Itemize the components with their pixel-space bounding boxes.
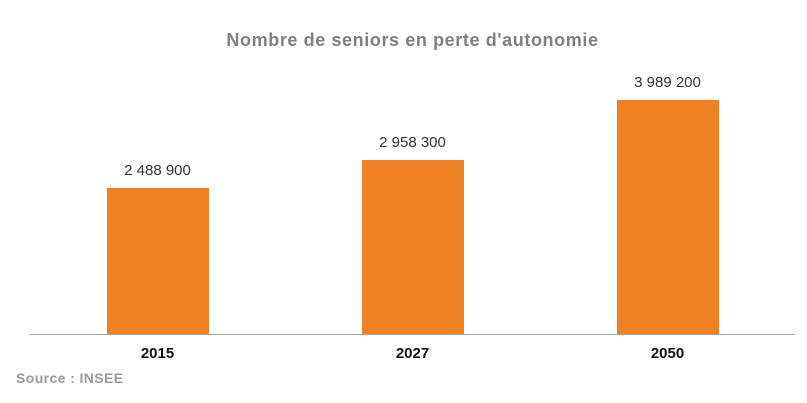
bar-slot-2015: 2 488 900 2015	[30, 60, 285, 362]
bar-2027: 2 958 300	[361, 134, 464, 334]
x-axis-label-2027: 2027	[395, 345, 430, 362]
bar-value-label-2027: 2 958 300	[379, 134, 446, 151]
x-axis-label-2015: 2015	[140, 345, 175, 362]
bar-2015: 2 488 900	[106, 162, 209, 334]
chart-title: Nombre de seniors en perte d'autonomie	[226, 30, 599, 50]
source-label: Source : INSEE	[16, 370, 124, 386]
bar-value-label-2015: 2 488 900	[124, 162, 191, 179]
bar-value-label-2050: 3 989 200	[634, 74, 701, 91]
bar-slot-2027: 2 958 300 2027	[285, 60, 540, 362]
plot-area: 2 488 900 2015 2 958 300 2027 3 989 200 2050	[30, 60, 795, 362]
x-axis-label-2050: 2050	[650, 345, 685, 362]
bar-slot-2050: 3 989 200 2050	[540, 60, 795, 362]
bar-2050: 3 989 200	[616, 74, 719, 334]
